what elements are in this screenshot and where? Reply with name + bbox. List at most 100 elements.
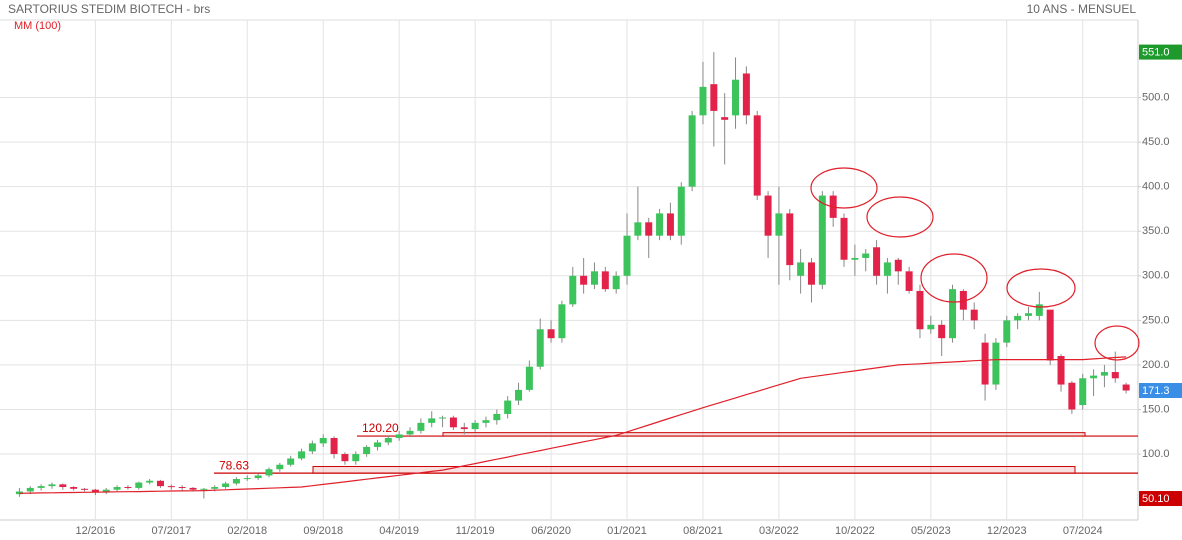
candle-body: [482, 420, 490, 423]
candle-body: [135, 482, 143, 488]
candle-body: [536, 329, 544, 367]
candle-body: [417, 422, 425, 431]
candle-body: [276, 464, 284, 470]
y-tick-label: 150.0: [1142, 403, 1170, 415]
y-tick-label: 300.0: [1142, 270, 1170, 282]
candle-body: [851, 257, 859, 260]
candle-body: [677, 186, 685, 236]
candle-body: [547, 329, 555, 339]
candle-body: [786, 213, 794, 266]
candle-body: [222, 483, 230, 488]
price-badge: [1139, 44, 1182, 60]
candle-body: [601, 271, 609, 290]
x-tick-label: 07/2024: [1063, 525, 1103, 537]
candle-body: [59, 484, 67, 488]
candle-body: [37, 486, 45, 488]
candle-body: [905, 271, 913, 291]
x-tick-label: 07/2017: [151, 525, 191, 537]
candle-body: [200, 488, 208, 490]
x-tick-label: 08/2021: [683, 525, 723, 537]
candle-body: [797, 262, 805, 276]
price-badge-label: 50.10: [1142, 493, 1170, 505]
annotation-ellipse: [866, 196, 934, 238]
candle-body: [384, 438, 392, 443]
candle-body: [656, 213, 664, 236]
y-tick-label: 200.0: [1142, 359, 1170, 371]
annotation-ellipse: [1094, 325, 1140, 361]
y-tick-label: 500.0: [1142, 91, 1170, 103]
y-tick-label: 450.0: [1142, 136, 1170, 148]
candle-body: [742, 73, 750, 116]
y-axis: 100.0 150.0 200.0 250.0 300.0 350.0 400.0 450.0…: [1138, 44, 1182, 507]
candle-body: [254, 475, 262, 479]
candle-body: [428, 418, 436, 423]
candle-body: [1079, 378, 1087, 406]
candle-body: [634, 222, 642, 236]
candle-body: [341, 454, 349, 462]
candle-body: [688, 115, 696, 187]
candle-body: [612, 275, 620, 290]
candle-body: [992, 342, 1000, 385]
price-badge-label: 551.0: [1142, 46, 1170, 58]
x-tick-label: 11/2019: [456, 525, 495, 537]
grid: 12/2016 07/2017 02/2018 09/2018 04/2019 11/20…: [0, 20, 1138, 537]
candle-body: [558, 304, 566, 339]
candle-body: [1122, 384, 1130, 391]
candle-body: [525, 366, 533, 390]
candle-body: [363, 446, 371, 455]
x-tick-label: 12/2023: [987, 525, 1027, 537]
overlay: [19, 356, 1127, 494]
candle-body: [1090, 375, 1098, 379]
annotations: [810, 167, 1140, 361]
chart-subtitle: 10 ANS - MENSUEL: [1027, 2, 1137, 16]
candle-body: [1046, 309, 1054, 361]
support-label: 78.63: [219, 458, 249, 472]
candle-body: [287, 458, 295, 465]
candle-body: [580, 275, 588, 285]
candle-body: [775, 213, 783, 236]
y-tick-label: 400.0: [1142, 181, 1170, 193]
candle-body: [1057, 356, 1065, 385]
legend-entry: MM (100): [14, 20, 61, 32]
candle-body: [124, 487, 132, 489]
y-tick-label: 100.0: [1142, 448, 1170, 460]
candle-body: [959, 290, 967, 310]
candle-body: [178, 487, 186, 489]
candle-body: [569, 275, 577, 305]
candle-body: [1003, 320, 1011, 343]
x-tick-label: 03/2022: [759, 525, 799, 537]
candle-body: [970, 309, 978, 321]
candle-body: [710, 84, 718, 111]
candle-body: [721, 117, 729, 120]
candle-body: [873, 247, 881, 276]
candle-body: [1024, 313, 1032, 316]
candle-body: [395, 434, 403, 439]
candle-body: [189, 487, 197, 490]
price-badge: [1139, 382, 1182, 398]
candle-body: [373, 442, 381, 447]
candle-body: [764, 195, 772, 236]
candle-body: [590, 271, 598, 285]
candle-body: [916, 290, 924, 330]
candle-body: [1068, 382, 1076, 410]
x-tick-label: 02/2018: [227, 525, 267, 537]
candle-body: [102, 489, 110, 493]
support-label: 120.20: [362, 421, 399, 435]
candle-body: [883, 262, 891, 276]
candle-body: [699, 86, 707, 116]
moving-average-line: [19, 356, 1127, 494]
candle-body: [981, 342, 989, 385]
candle-body: [352, 454, 360, 462]
candle-body: [938, 324, 946, 339]
candle-body: [211, 487, 219, 489]
candle-body: [471, 422, 479, 430]
candle-body: [439, 417, 447, 419]
candle-body: [26, 487, 34, 492]
candle-body: [449, 417, 457, 428]
y-tick-label: 250.0: [1142, 314, 1170, 326]
candle-body: [1100, 372, 1108, 376]
price-badge: [1139, 491, 1182, 507]
candle-body: [504, 400, 512, 414]
candle-body: [732, 79, 740, 116]
candle-body: [840, 217, 848, 260]
